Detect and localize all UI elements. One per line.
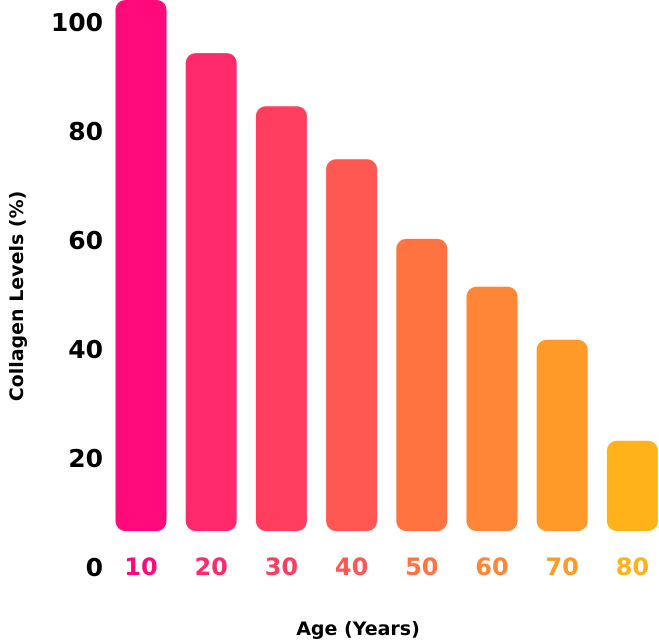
y-tick-label: 80 (68, 117, 103, 146)
x-tick-label: 40 (335, 553, 368, 581)
bar-40 (326, 159, 378, 532)
y-tick-label: 40 (68, 335, 103, 364)
x-tick-label: 30 (265, 553, 298, 581)
x-tick-label: 20 (194, 553, 227, 581)
bar-80 (606, 440, 658, 531)
y-axis-title: Collagen Levels (%) (6, 191, 28, 402)
bar-10 (115, 0, 167, 531)
bar-30 (255, 106, 307, 531)
y-tick-label: 0 (86, 553, 103, 582)
x-axis-title: Age (Years) (296, 618, 420, 640)
x-tick-label: 50 (405, 553, 438, 581)
bar-50 (396, 238, 448, 531)
x-tick-label: 80 (616, 553, 649, 581)
y-tick-label: 100 (51, 8, 103, 37)
x-tick-label: 60 (475, 553, 508, 581)
bar-60 (466, 286, 518, 531)
bars-group (115, 0, 658, 532)
x-tick-label: 10 (124, 553, 157, 581)
y-tick-label: 60 (68, 226, 103, 255)
x-axis-ticks: 10 20 30 40 50 60 70 80 (124, 553, 649, 581)
x-tick-label: 70 (545, 553, 578, 581)
y-tick-label: 20 (68, 444, 103, 473)
y-axis-ticks: 0 20 40 60 80 100 (51, 8, 103, 582)
bar-20 (185, 53, 237, 531)
bar-70 (536, 339, 588, 531)
